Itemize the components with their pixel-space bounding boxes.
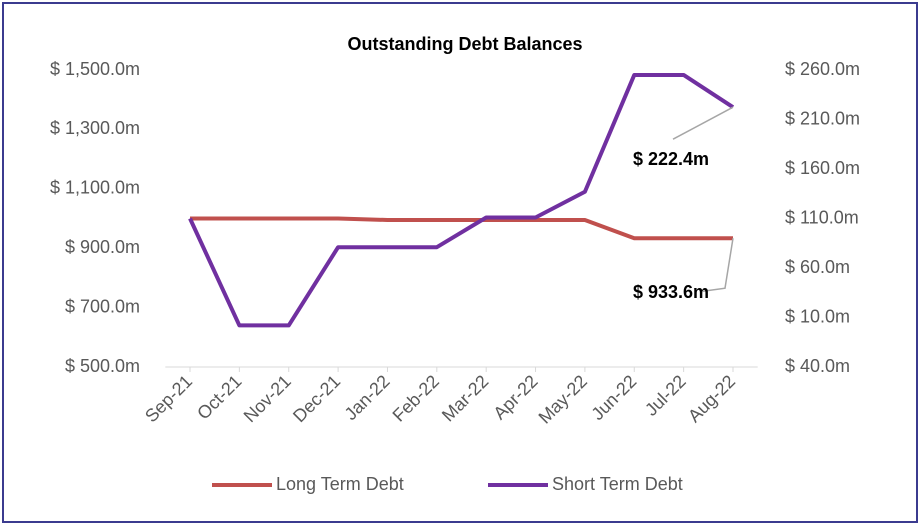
y2-tick-label: $ 40.0m — [785, 356, 850, 376]
y-tick-label: $ 900.0m — [65, 237, 140, 257]
legend-label: Long Term Debt — [276, 474, 404, 494]
y-tick-label: $ 500.0m — [65, 356, 140, 376]
y-tick-label: $ 1,300.0m — [50, 118, 140, 138]
y-tick-label: $ 1,500.0m — [50, 59, 140, 79]
y2-tick-label: $ 160.0m — [785, 158, 860, 178]
y2-tick-label: $ 260.0m — [785, 59, 860, 79]
y-tick-label: $ 1,100.0m — [50, 178, 140, 198]
y2-tick-label: $ 10.0m — [785, 306, 850, 326]
leader-line — [672, 106, 734, 140]
line-series — [188, 72, 735, 328]
leader-line — [702, 238, 734, 292]
y2-tick-label: $ 110.0m — [785, 207, 859, 227]
chart-title: Outstanding Debt Balances — [347, 34, 582, 54]
line-series — [190, 216, 733, 241]
y-tick-label: $ 700.0m — [65, 296, 140, 316]
legend-label: Short Term Debt — [552, 474, 683, 494]
y2-tick-label: $ 210.0m — [785, 108, 860, 128]
data-label: $ 933.6m — [633, 282, 709, 302]
y2-tick-label: $ 60.0m — [785, 257, 850, 277]
data-label: $ 222.4m — [633, 149, 709, 169]
